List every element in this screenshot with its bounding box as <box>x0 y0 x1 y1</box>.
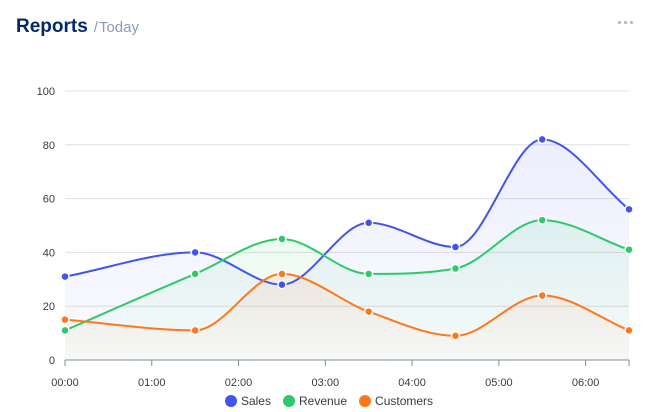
x-tick-label: 03:00 <box>312 377 340 389</box>
legend-item-customers[interactable]: Customers <box>359 394 433 408</box>
x-tick-label: 00:00 <box>51 377 79 389</box>
legend-label: Customers <box>375 394 434 408</box>
y-tick-label: 40 <box>43 247 55 259</box>
legend-marker <box>224 395 237 407</box>
card-subtitle: /Today <box>94 19 139 36</box>
series-areas <box>65 139 629 360</box>
data-point-customers[interactable] <box>624 325 634 336</box>
data-point-customers[interactable] <box>537 290 547 301</box>
subtitle-period: Today <box>98 19 139 36</box>
y-tick-label: 20 <box>43 301 55 313</box>
data-point-sales[interactable] <box>450 242 461 252</box>
data-point-customers[interactable] <box>190 325 200 336</box>
legend-marker <box>282 395 295 407</box>
series-points <box>60 134 634 341</box>
y-tick-label: 100 <box>37 86 55 98</box>
subtitle-slash: / <box>93 19 98 36</box>
data-point-revenue[interactable] <box>363 269 374 279</box>
data-point-sales[interactable] <box>363 218 374 228</box>
data-point-revenue[interactable] <box>624 244 634 255</box>
y-tick-label: 0 <box>49 355 55 367</box>
data-point-revenue[interactable] <box>450 263 461 274</box>
x-tick-label: 04:00 <box>398 377 426 389</box>
legend-label: Revenue <box>298 394 348 408</box>
data-point-customers[interactable] <box>450 331 461 341</box>
data-point-sales[interactable] <box>277 279 287 290</box>
x-tick-label: 05:00 <box>485 377 513 389</box>
y-tick-label: 60 <box>43 194 55 206</box>
data-point-revenue[interactable] <box>277 234 287 244</box>
data-point-customers[interactable] <box>277 269 287 279</box>
y-tick-label: 80 <box>43 140 55 152</box>
more-horizontal-icon[interactable] <box>616 14 636 30</box>
data-point-revenue[interactable] <box>60 325 70 336</box>
card-header: Reports /Today <box>16 16 139 38</box>
data-point-revenue[interactable] <box>537 215 547 225</box>
data-point-sales[interactable] <box>537 134 547 145</box>
legend-label: Sales <box>240 394 271 408</box>
data-point-revenue[interactable] <box>190 269 200 279</box>
x-tick-label: 02:00 <box>225 377 253 389</box>
legend-item-revenue[interactable]: Revenue <box>282 394 348 408</box>
series-area-customers <box>65 273 629 360</box>
data-point-customers[interactable] <box>60 314 70 325</box>
data-point-sales[interactable] <box>624 204 634 215</box>
chart-legend: Sales Revenue Customers <box>0 394 658 408</box>
x-tick-label: 01:00 <box>138 377 166 389</box>
legend-item-sales[interactable]: Sales <box>224 394 271 408</box>
card-title: Reports <box>16 16 88 37</box>
data-point-sales[interactable] <box>190 247 200 258</box>
axes: 0 20 40 60 80 100 00:00 01:00 02:00 03:00 04:00 05:… <box>37 86 630 389</box>
legend-marker <box>359 395 372 407</box>
data-point-sales[interactable] <box>60 271 70 282</box>
data-point-customers[interactable] <box>363 306 374 317</box>
x-tick-label: 06:00 <box>572 377 600 389</box>
